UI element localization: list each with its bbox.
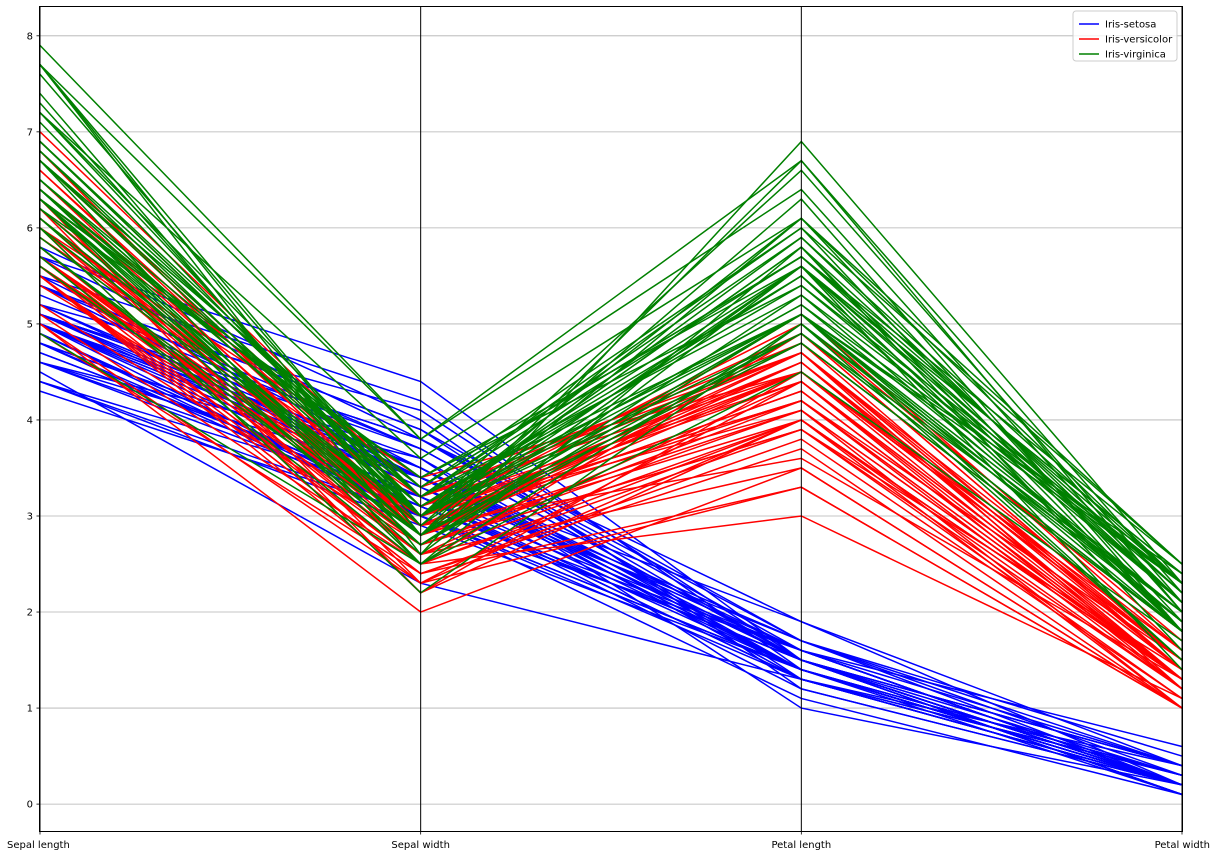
iris-virginica-line-43 (39, 246, 1183, 623)
legend-label-iris-versicolor: Iris-versicolor (1105, 35, 1173, 46)
legend-item-iris-versicolor: Iris-versicolor (1079, 35, 1173, 46)
iris-versicolor-line-44 (39, 323, 1183, 709)
iris-virginica-line-18 (39, 64, 1183, 594)
x-tick-label-petal-length: Petal length (771, 840, 831, 851)
y-tick-label-6: 6 (27, 223, 33, 234)
iris-virginica-line-23 (39, 64, 1183, 613)
x-tick-label-sepal-length: Sepal length (7, 840, 70, 851)
y-tick-label-7: 7 (27, 127, 33, 138)
y-tick-label-5: 5 (27, 319, 33, 330)
y-tick-label-4: 4 (27, 415, 33, 426)
legend-label-iris-setosa: Iris-setosa (1105, 20, 1156, 31)
legend-label-iris-virginica: Iris-virginica (1105, 50, 1166, 61)
iris-virginica-line-33 (39, 188, 1183, 594)
x-axis: Sepal length Sepal width Petal length Petal… (7, 831, 1210, 851)
iris-versicolor-line-49 (39, 313, 1183, 700)
iris-versicolor-line-40 (39, 275, 1183, 680)
iris-virginica-line-49 (39, 208, 1183, 584)
iris-virginica-line-50 (39, 236, 1183, 632)
iris-virginica-line-45 (39, 160, 1183, 565)
iris-virginica-line-20 (39, 227, 1183, 661)
y-tick-label-2: 2 (27, 608, 33, 619)
legend: Iris-setosa Iris-versicolor Iris-virginica (1072, 10, 1178, 62)
iris-virginica-line-7 (39, 332, 1183, 642)
legend-item-iris-setosa: Iris-setosa (1079, 20, 1156, 31)
iris-versicolor-line-32 (39, 275, 1183, 709)
iris-virginica-line-48 (39, 179, 1183, 613)
iris-virginica-line-44 (39, 150, 1183, 584)
y-tick-label-8: 8 (27, 31, 33, 42)
series-iris-virginica (39, 44, 1183, 671)
y-tick-label-1: 1 (27, 704, 33, 715)
y-tick-label-3: 3 (27, 511, 33, 522)
y-axis: 0 1 2 3 4 5 6 7 8 (27, 31, 40, 811)
series-lines (39, 44, 1183, 796)
legend-item-iris-virginica: Iris-virginica (1079, 50, 1166, 61)
iris-virginica-line-10 (39, 112, 1183, 565)
plot-frame (39, 6, 1183, 832)
iris-virginica-line-41 (39, 160, 1183, 575)
x-tick-label-sepal-width: Sepal width (391, 840, 450, 851)
x-tick-label-petal-width: Petal width (1155, 840, 1210, 851)
y-tick-label-0: 0 (27, 800, 33, 811)
